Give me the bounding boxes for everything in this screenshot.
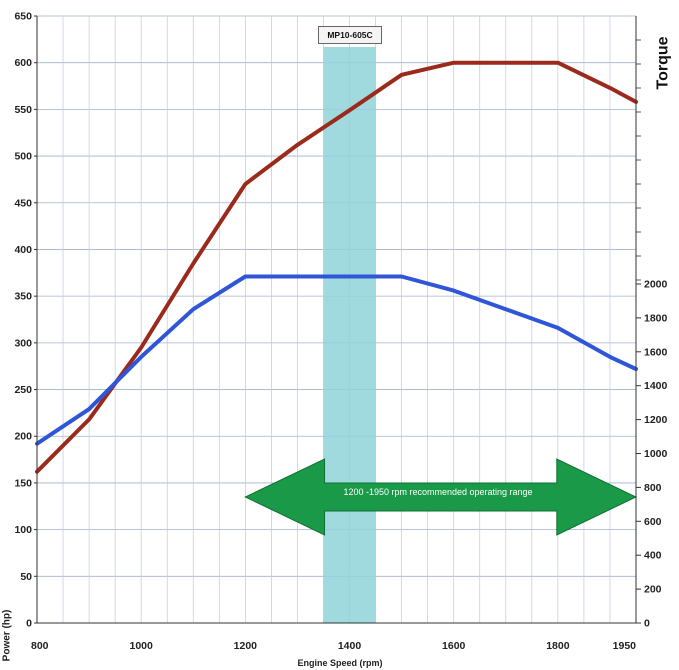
x-tick-label: 800 [31,640,49,652]
y-left-tick-label: 600 [14,57,32,69]
y-right-tick-label: 400 [644,550,662,562]
y-left-tick-label: 100 [14,524,32,536]
y-left-tick-label: 250 [14,384,32,396]
y-axis-right-title: Torque [654,36,672,90]
y-right-tick-label: 1800 [644,312,668,324]
y-right-tick-label: 2000 [644,279,668,291]
x-tick-label: 1800 [546,640,570,652]
y-right-tick-label: 0 [644,618,650,630]
y-left-tick-label: 400 [14,244,32,256]
x-tick-label: 1000 [129,640,153,652]
y-right-tick-label: 600 [644,516,662,528]
y-left-tick-label: 200 [14,431,32,443]
y-right-tick-label: 200 [644,584,662,596]
y-right-tick-label: 1200 [644,414,668,426]
x-tick-label: 1950 [613,640,637,652]
y-left-tick-label: 50 [20,571,32,583]
y-left-tick-label: 450 [14,197,32,209]
y-left-tick-label: 500 [14,151,32,163]
y-left-tick-label: 550 [14,104,32,116]
x-axis-title: Engine Speed (rpm) [297,658,383,668]
x-tick-label: 1400 [338,640,362,652]
x-tick-label: 1200 [234,640,258,652]
series-group [35,60,638,474]
y-right-tick-label: 1600 [644,346,668,358]
x-tick-label: 1600 [442,640,466,652]
y-right-tick-label: 1400 [644,380,668,392]
y-left-tick-label: 150 [14,477,32,489]
tick-labels: 0 50 100 150 200 250 300 350 400 450 500 550 600 650 0… [14,11,667,653]
axes [36,16,641,624]
highlight-band [323,47,376,623]
y-right-tick-label: 1000 [644,448,668,460]
y-left-tick-label: 300 [14,337,32,349]
y-left-tick-label: 0 [26,618,32,630]
y-axis-left-title: Power (hp) [1,609,13,662]
y-left-tick-label: 650 [14,11,32,23]
y-left-tick-label: 350 [14,291,32,303]
range-arrow-label: 1200 -1950 rpm recommended operating ran… [343,487,533,497]
y-right-tick-label: 800 [644,482,662,494]
highlight-band-label: MP10-605C [318,26,382,44]
